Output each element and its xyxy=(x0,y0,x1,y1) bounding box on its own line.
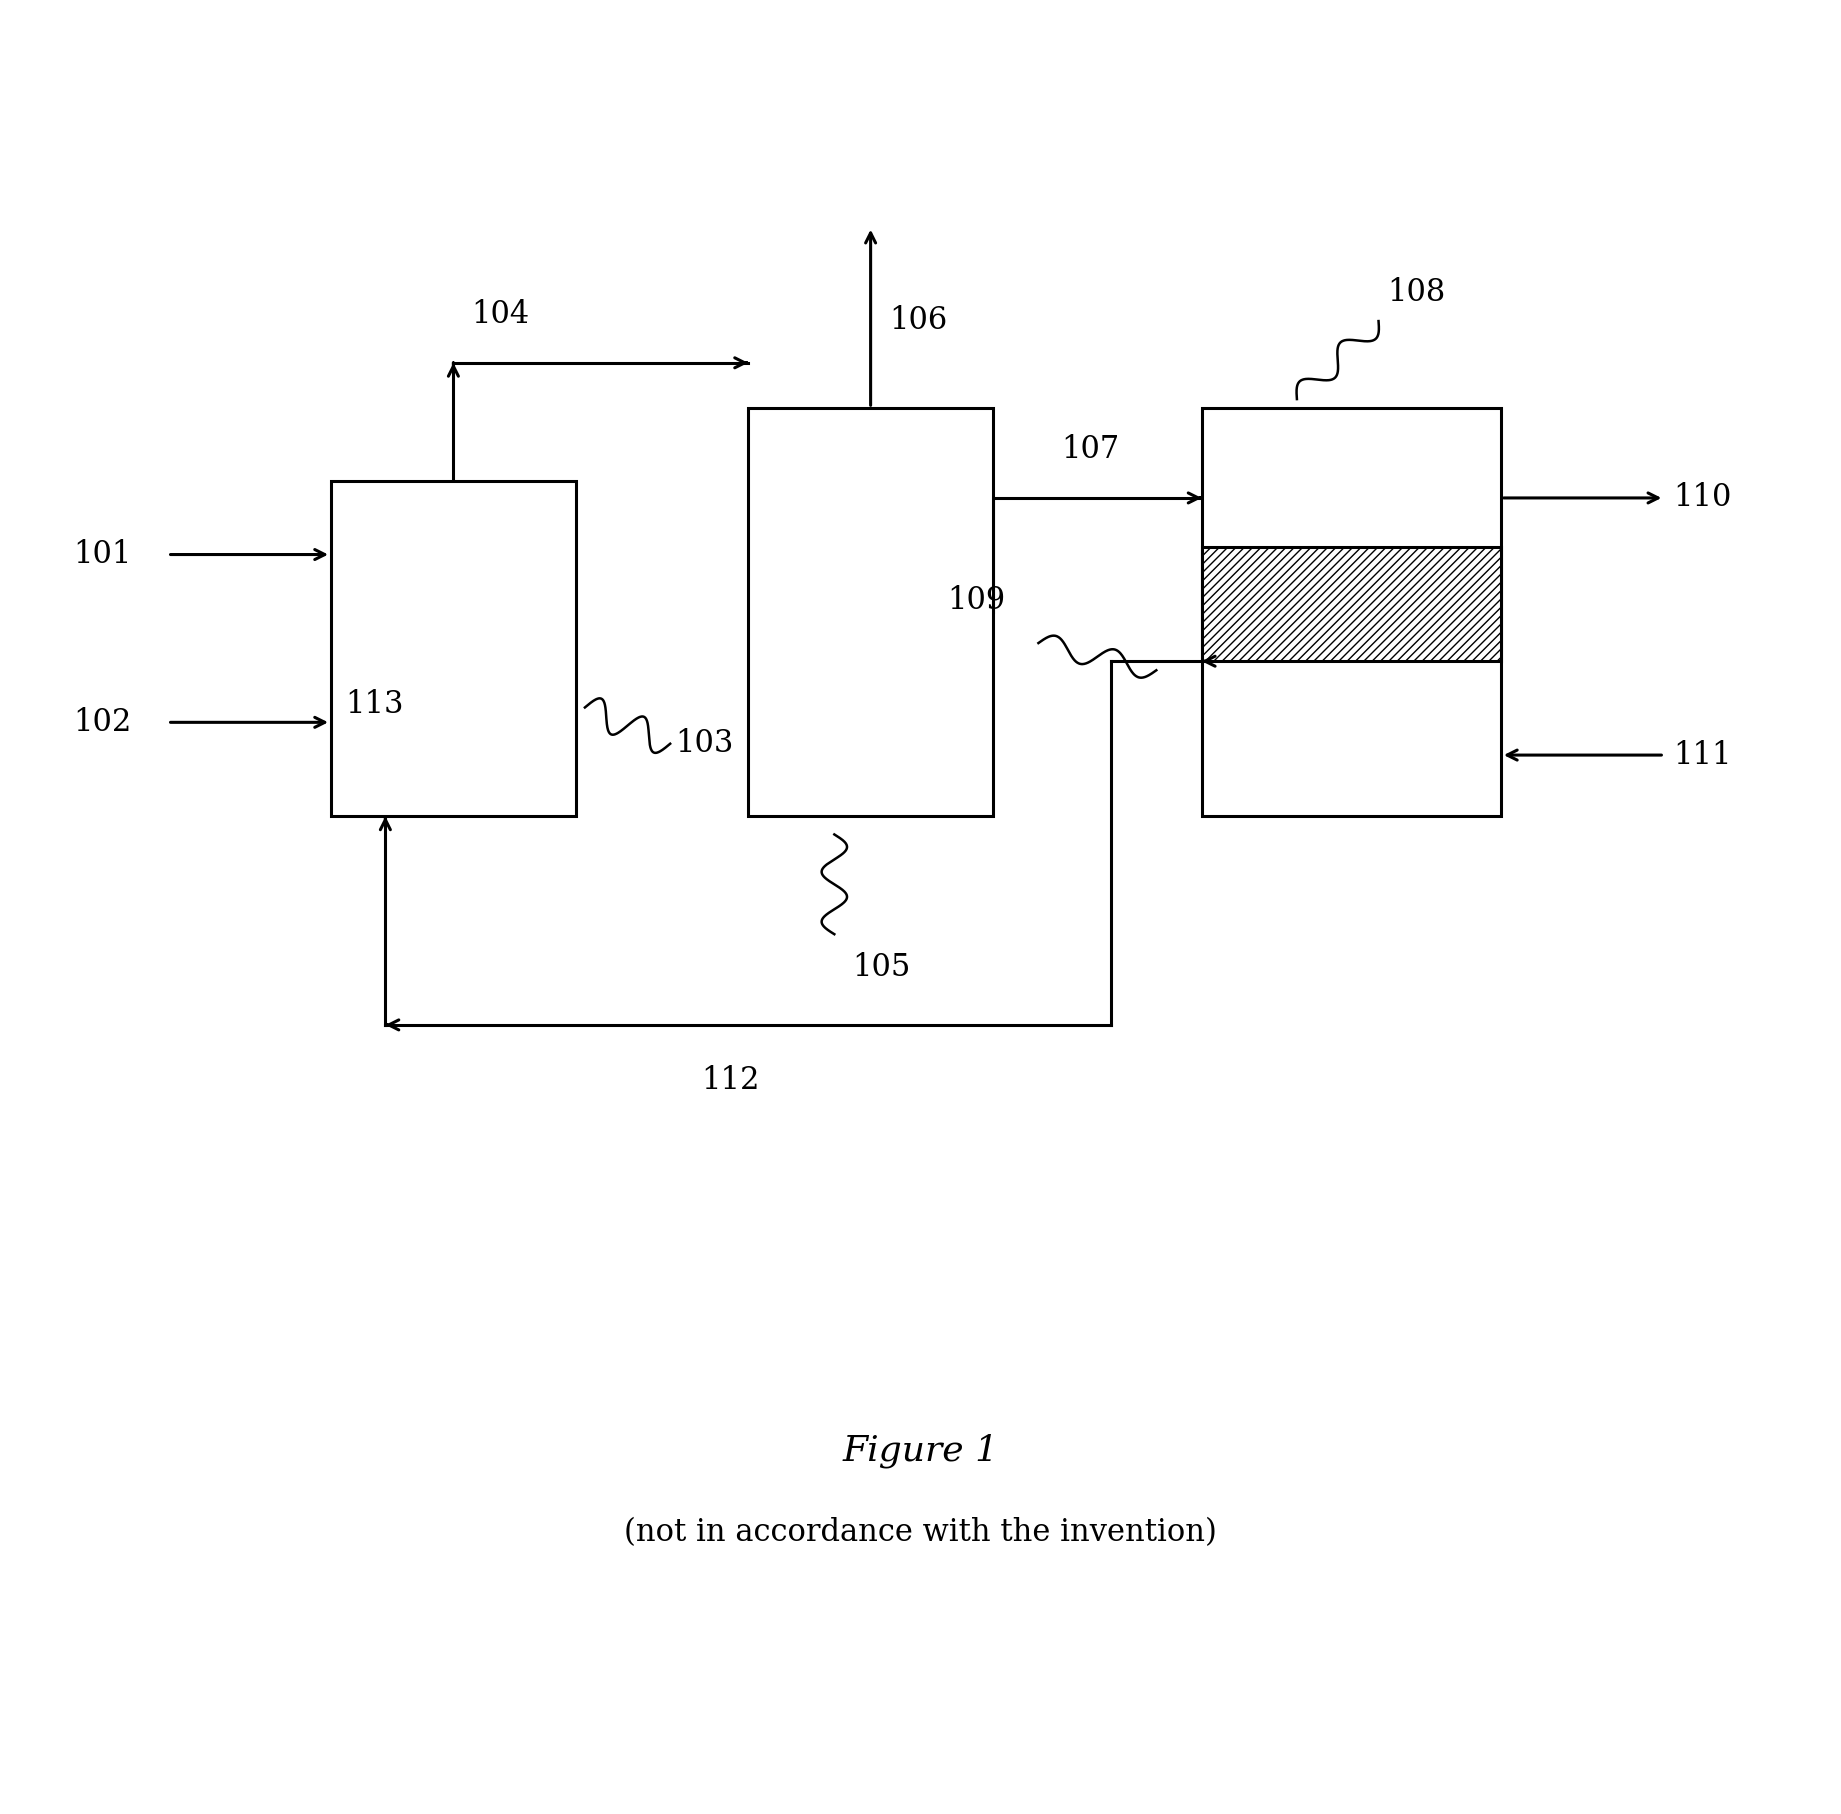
Text: 111: 111 xyxy=(1673,740,1732,771)
Bar xyxy=(747,408,992,816)
Text: 112: 112 xyxy=(701,1065,758,1096)
Text: Figure 1: Figure 1 xyxy=(843,1433,998,1469)
Bar xyxy=(1202,408,1500,816)
Text: 104: 104 xyxy=(471,299,530,330)
Text: 103: 103 xyxy=(676,727,735,760)
Bar xyxy=(1202,546,1500,660)
Text: 102: 102 xyxy=(74,707,131,738)
Text: 106: 106 xyxy=(889,305,946,336)
Text: 108: 108 xyxy=(1388,278,1445,308)
Bar xyxy=(331,481,576,816)
Text: 105: 105 xyxy=(852,952,911,983)
Text: 109: 109 xyxy=(948,584,1005,615)
Text: 107: 107 xyxy=(1060,434,1119,464)
Text: 113: 113 xyxy=(346,689,403,720)
Text: 101: 101 xyxy=(74,539,131,570)
Text: 110: 110 xyxy=(1673,483,1732,513)
Text: (not in accordance with the invention): (not in accordance with the invention) xyxy=(624,1517,1217,1549)
